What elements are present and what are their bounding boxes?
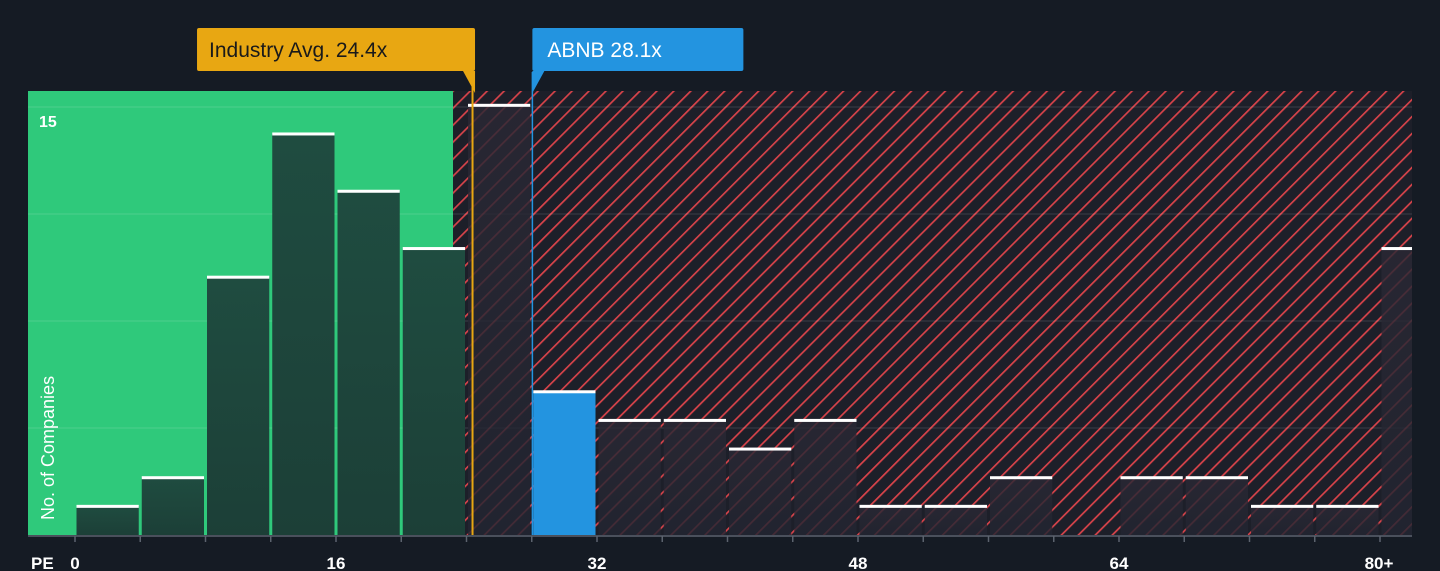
- bar-cap: [1316, 504, 1379, 508]
- bar-cap: [468, 103, 531, 107]
- x-tick-label: 80+: [1365, 554, 1394, 571]
- histogram-bar: [598, 420, 661, 535]
- histogram-bar: [924, 506, 987, 535]
- bar-cap: [76, 504, 139, 508]
- y-tick-label: 15: [39, 114, 57, 131]
- bar-cap: [141, 476, 204, 480]
- bar-cap: [207, 275, 270, 279]
- histogram-bar: [207, 277, 270, 535]
- y-axis-label: No. of Companies: [38, 376, 58, 520]
- bar-cap: [1251, 504, 1314, 508]
- histogram-bar: [1120, 477, 1183, 535]
- histogram-bar: [1316, 506, 1379, 535]
- bar-cap: [663, 418, 726, 422]
- company-callout-pointer: [532, 71, 545, 93]
- bar-cap: [337, 189, 400, 193]
- bar-cap: [598, 418, 661, 422]
- industry-avg-label: Industry Avg. 24.4x: [209, 39, 388, 62]
- x-tick-label: 64: [1110, 554, 1129, 571]
- histogram-bar: [468, 105, 531, 536]
- bar-cap: [1381, 247, 1412, 251]
- histogram-bar: [729, 449, 792, 535]
- bar-cap: [729, 447, 792, 451]
- histogram-bar: [1185, 477, 1248, 535]
- overvalued-zone: [453, 91, 1412, 535]
- company-label: ABNB 28.1x: [547, 39, 662, 62]
- histogram-bar: [859, 506, 922, 535]
- histogram-bar: [141, 477, 204, 535]
- bar-cap: [859, 504, 922, 508]
- bar-cap: [402, 247, 465, 251]
- histogram-bar: [990, 477, 1053, 535]
- x-tick-label: 32: [588, 554, 607, 571]
- histogram-bar: [76, 506, 139, 535]
- bar-cap: [924, 504, 987, 508]
- x-tick-label: 48: [849, 554, 868, 571]
- industry-avg-callout-pointer: [463, 71, 476, 93]
- bar-cap: [990, 476, 1053, 480]
- industry-avg-callout: [197, 28, 476, 71]
- histogram-bar: [402, 248, 465, 535]
- histogram-bar: [663, 420, 726, 535]
- histogram-bar: [533, 391, 596, 535]
- x-tick-label: 16: [327, 554, 346, 571]
- bar-cap: [794, 418, 857, 422]
- histogram-bar: [794, 420, 857, 535]
- x-tick-label: 0: [70, 554, 79, 571]
- bar-cap: [533, 390, 596, 394]
- bar-cap: [1120, 476, 1183, 480]
- histogram-bar: [272, 133, 335, 535]
- bar-cap: [1185, 476, 1248, 480]
- company-callout: [532, 28, 744, 71]
- x-axis-label: PE: [31, 554, 54, 571]
- histogram-bar: [337, 191, 400, 536]
- histogram-bar: [1251, 506, 1314, 535]
- bar-cap: [272, 132, 335, 136]
- histogram-bar: [1381, 248, 1412, 535]
